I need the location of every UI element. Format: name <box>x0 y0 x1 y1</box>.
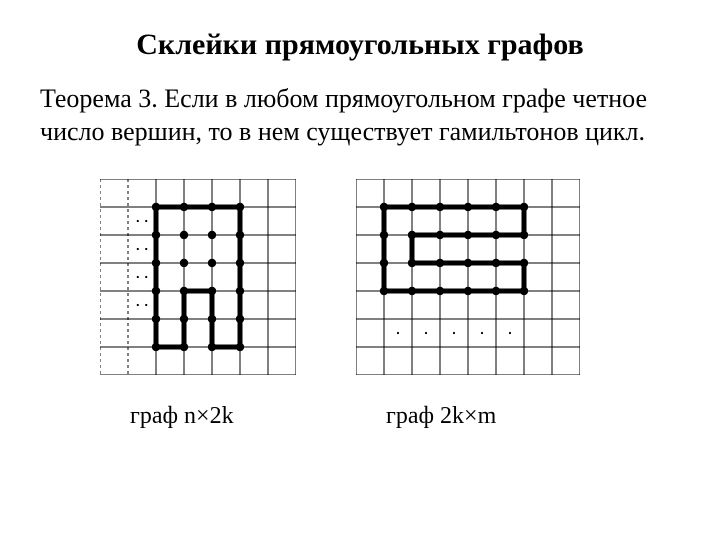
caption-right: граф 2k×m <box>386 403 496 430</box>
figure-right: граф 2k×m <box>356 179 580 430</box>
theorem-text: Теорема 3. Если в любом прямоугольном гр… <box>40 82 680 149</box>
figures-row: граф n×2k граф 2k×m <box>40 179 680 430</box>
graph-n-by-2k <box>100 179 296 375</box>
figure-left: граф n×2k <box>100 179 296 430</box>
caption-left: граф n×2k <box>130 403 234 430</box>
slide: Склейки прямоугольных графов Теорема 3. … <box>0 0 720 540</box>
slide-title: Склейки прямоугольных графов <box>40 28 680 62</box>
graph-2k-by-m <box>356 179 580 375</box>
